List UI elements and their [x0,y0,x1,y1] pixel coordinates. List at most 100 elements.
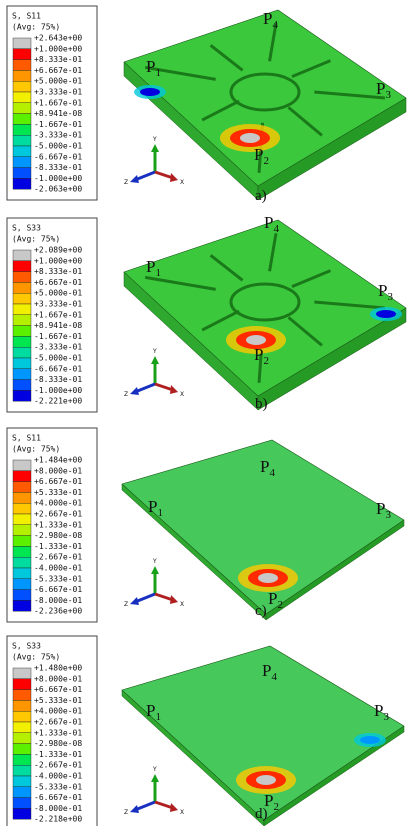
legend-label: +1.000e+00 [34,44,82,53]
triad-x [154,592,174,602]
triad-x-head [170,173,178,182]
point-letter: P [376,79,385,98]
plate-top [121,439,405,615]
legend-swatch [12,743,32,755]
point-label: P1 [148,497,163,519]
legend-swatch [12,764,32,777]
legend-swatch [12,178,32,190]
triad-y-head [151,356,159,364]
panel: S, S11 (Avg: 75%) +1.484e+00+8.000e-01 +6.6… [6,427,405,623]
plate-rib [144,65,216,81]
triad-y-head [151,774,159,782]
point-label: P4 [260,457,275,479]
legend-label: -8.333e-01 [34,375,82,384]
point-letter: P [254,145,263,164]
point-label: P2 [254,345,269,367]
legend-label: -3.333e-01 [34,343,82,352]
legend-label: -2.980e-08 [34,531,82,540]
stress-zone [240,133,260,143]
caption: c) [255,603,267,619]
legend-label: -2.218e+00 [34,815,82,824]
legend-label: +1.000e+00 [34,256,82,265]
triad-x-head [170,385,178,394]
plate-rib [314,300,385,310]
point-index: 1 [155,711,161,723]
point-label: P3 [374,701,389,723]
legend-swatch [12,346,32,359]
triad-label: Y [152,136,157,143]
legend-swatch [12,102,32,114]
stress-zone [376,310,396,318]
legend-swatch [12,459,32,472]
legend-swatch [12,556,32,569]
triad-y-head [151,566,159,574]
triad-label: X [180,809,184,816]
legend-swatch [12,167,32,179]
panel: S, S33 (Avg: 75%) +1.480e+00+8.000e-01 +6.6… [6,635,405,826]
point-index: 2 [263,355,269,367]
caption: d) [255,806,268,822]
legend-label: -5.333e-01 [34,782,82,791]
triad-label: Z [124,809,128,816]
legend-label: +2.643e+00 [34,34,82,43]
point-letter: P [262,661,271,680]
plate-rib [287,106,323,137]
legend-label: -1.333e-01 [34,750,82,759]
point-label: P4 [264,213,279,235]
legend-average: (Avg: 75%) [12,653,60,662]
triad-label: Y [152,766,157,773]
point-label: P2 [264,791,279,813]
legend-label: +8.000e-01 [34,466,82,475]
legend-label: +8.000e-01 [34,674,82,683]
point-index: 4 [273,223,279,235]
triad-x [154,170,174,180]
triad-x-head [170,595,178,604]
plate-top [121,645,405,821]
legend-label: -6.667e-01 [34,152,82,161]
stress-zone [140,88,160,96]
legend-label: -2.236e+00 [34,607,82,616]
legend-swatch [12,91,32,104]
triad-z-head [130,387,139,395]
legend-label: +3.333e-01 [34,88,82,97]
legend-label: -1.333e-01 [34,542,82,551]
legend-label: -5.333e-01 [34,574,82,583]
triad-z [134,382,156,394]
point-index: 1 [155,67,161,79]
legend-label: +4.000e-01 [34,707,82,716]
legend-swatch [12,502,32,515]
legend-swatch [12,48,32,60]
legend-swatch [12,535,32,547]
triad-label: Z [124,179,128,186]
legend-label: -1.000e+00 [34,386,82,395]
point-label: P3 [376,499,391,521]
legend-swatch [12,80,32,93]
point-index: 2 [273,801,279,813]
legend-swatch [12,589,32,601]
legend-average: (Avg: 75%) [12,23,60,32]
point-index: 3 [387,291,393,303]
point-letter: P [378,281,387,300]
caption: b) [255,396,268,412]
legend-label: -6.667e-01 [34,585,82,594]
point-index: 4 [272,19,278,31]
plate-rib [268,232,278,272]
legend-swatch [12,667,32,680]
legend-swatch [12,470,32,482]
legend-swatch [12,524,32,536]
legend: S, S11 (Avg: 75%) +1.484e+00+8.000e-01 +6.6… [6,427,98,623]
stress-zone [246,335,266,345]
panel: S, S11 (Avg: 75%) +2.643e+00+1.000e+00 +8.3… [6,5,407,204]
legend: S, S11 (Avg: 75%) +2.643e+00+1.000e+00 +8.3… [6,5,98,201]
legend-label: -1.000e+00 [34,174,82,183]
legend-swatch [12,775,32,788]
legend-label: +1.333e-01 [34,520,82,529]
point-label: P2 [268,589,283,611]
stress-zone [360,736,380,744]
point-letter: P [374,701,383,720]
legend-label: +1.480e+00 [34,664,82,673]
legend-swatch [12,600,32,612]
legend-title: S, S11 [12,12,41,21]
legend-swatch [12,292,32,305]
triad-label: X [180,601,184,608]
